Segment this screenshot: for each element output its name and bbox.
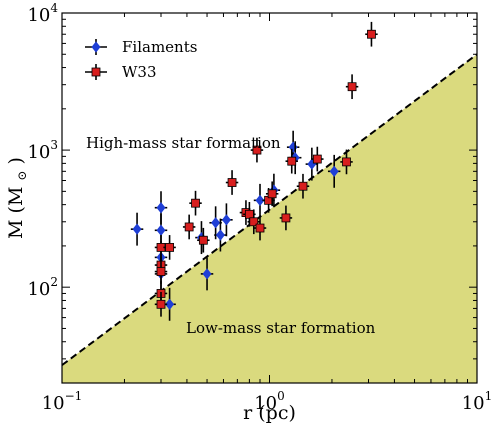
filaments-point [214,218,227,252]
filaments-marker [221,214,231,226]
w33-point [345,74,359,100]
y-axis-label-unit-open: (M [5,187,27,214]
filaments-point [220,203,233,237]
filaments-point [130,212,144,246]
legend-item-w33: W33 [85,63,157,81]
w33-point [340,149,353,175]
w33-point [250,137,264,163]
filaments-point [200,257,214,291]
w33-point [296,173,310,199]
w33-point [182,214,196,240]
filaments-marker [255,194,265,206]
legend-label-filaments: Filaments [122,38,197,56]
w33-marker [347,82,357,92]
x-axis-label: r (pc) [243,402,296,424]
filaments-point [253,183,267,217]
w33-point [225,170,239,195]
w33-point [279,205,293,231]
w33-marker [312,154,322,164]
w33-point [247,209,261,235]
y-tick-label: 102 [27,275,58,300]
w33-marker [227,178,237,187]
w33-point [365,21,378,47]
w33-marker [198,235,208,245]
threshold-line [61,53,478,366]
filaments-marker [156,224,166,236]
w33-point [311,146,324,172]
w33-marker [255,223,265,233]
x-axis-label-unit: (pc) [258,402,296,424]
w33-marker [281,213,291,223]
filaments-point [327,154,341,188]
w33-marker [367,29,376,39]
w33-marker [244,209,254,219]
legend-item-filaments: Filaments [85,38,197,56]
high-mass-label: High-mass star formation [86,134,281,152]
filaments-marker [132,223,142,235]
w33-point [189,190,202,216]
w33-point [197,227,210,253]
legend-label-w33: W33 [122,63,157,81]
w33-point [163,235,176,260]
filaments-marker [211,217,221,229]
y-axis-label: M (M ⊙ ) [5,157,31,239]
legend-marker-filaments [91,41,101,53]
x-tick-label: 10−1 [42,389,83,414]
w33-marker [156,267,166,276]
w33-marker [252,145,262,155]
low-mass-region-fill [62,54,477,383]
w33-marker [191,198,200,208]
axis-ticks: 10−1 100 101 102 103 104 [27,1,492,414]
x-tick-label: 100 [254,389,285,414]
w33-marker [342,157,351,167]
w33-point [154,259,168,284]
low-mass-label: Low-mass star formation [186,319,376,337]
filaments-marker [215,229,225,241]
filaments-marker [156,202,166,214]
filaments-marker [165,298,175,310]
w33-marker [298,181,308,191]
legend: Filaments W33 [85,38,197,81]
filaments-marker [202,268,212,280]
w33-point [285,148,298,174]
w33-marker [287,156,297,166]
w33-marker [165,243,174,252]
y-axis-label-unit-sub: ⊙ [15,170,29,180]
w33-point [253,215,267,241]
w33-point [265,181,279,207]
w33-point [154,291,168,317]
legend-marker-w33 [91,67,101,77]
filaments-marker [329,165,339,177]
y-axis-label-main: M [5,220,27,239]
w33-marker [156,299,166,309]
w33-marker [249,217,259,227]
data-points [130,21,378,321]
w33-marker [184,222,194,232]
y-tick-label: 104 [27,1,58,26]
w33-marker [267,189,277,199]
x-tick-label: 101 [462,389,493,414]
x-axis-label-main: r [243,402,253,424]
y-axis-label-unit-close: ) [5,157,27,164]
y-tick-label: 103 [27,138,58,163]
